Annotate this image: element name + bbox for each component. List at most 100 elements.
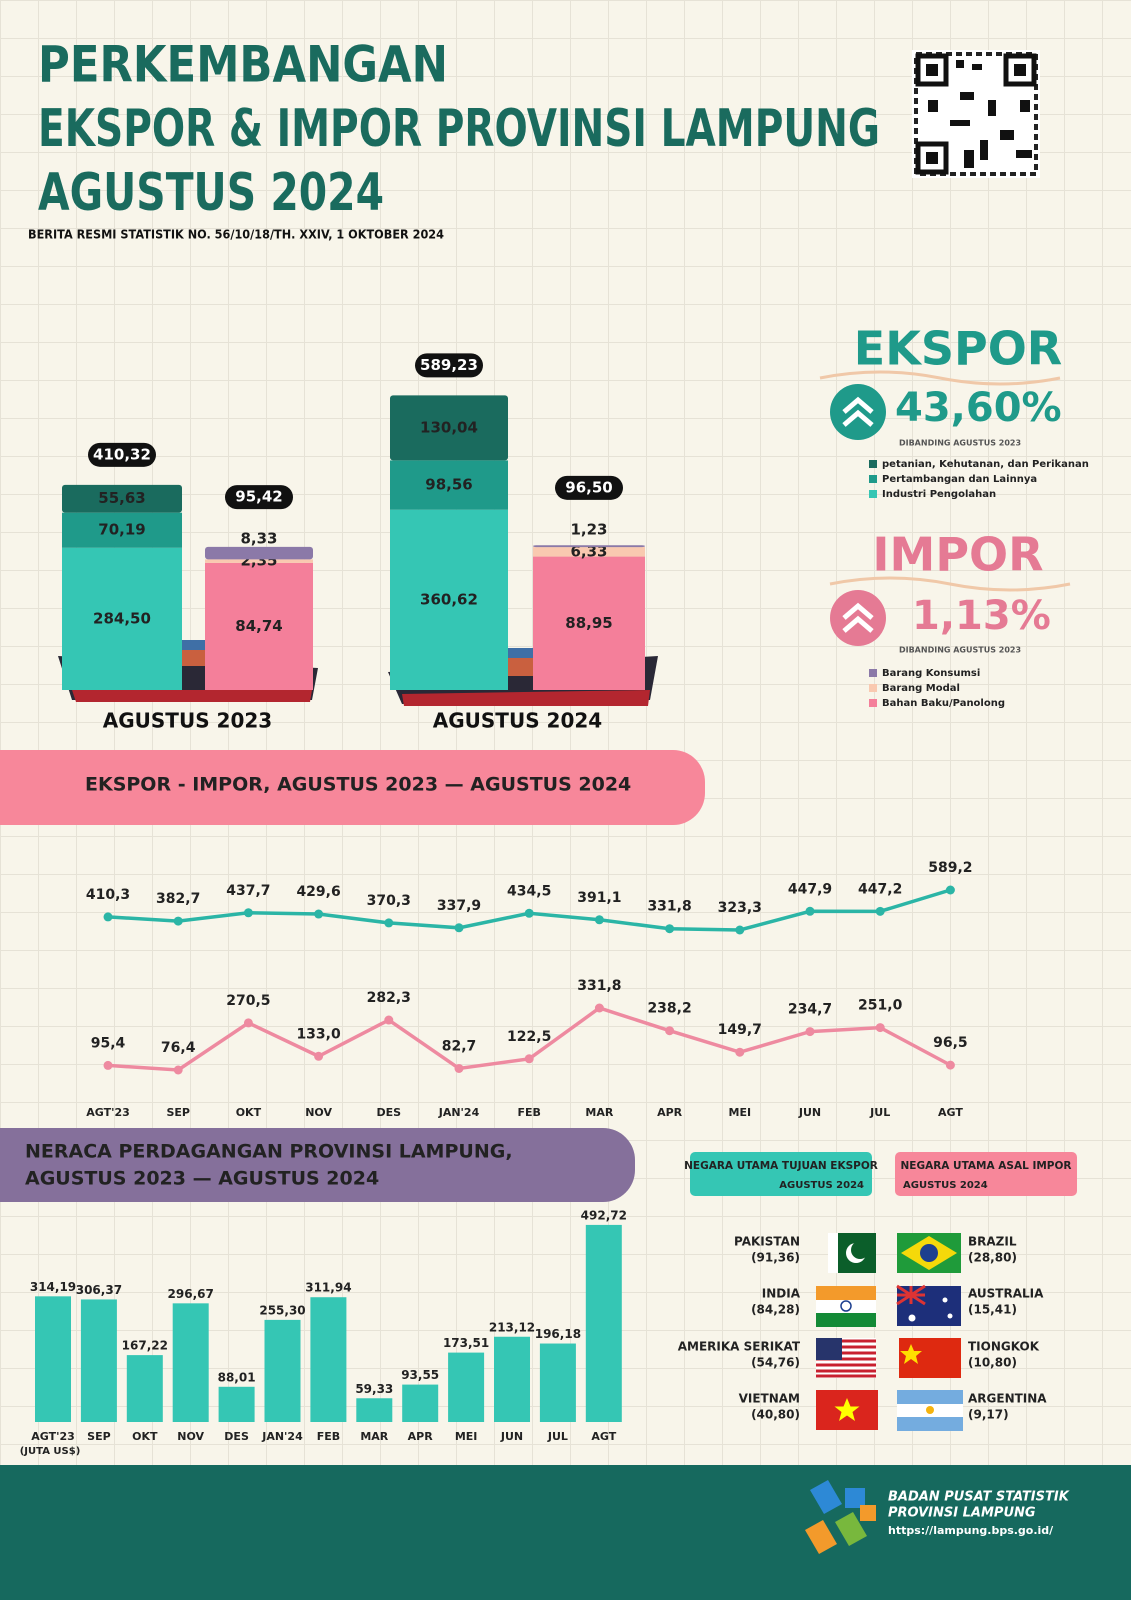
point: [594, 915, 604, 925]
point-label: 337,9: [437, 898, 481, 914]
point-label: 76,4: [161, 1040, 196, 1056]
segment-label: 88,95: [565, 614, 612, 632]
x-tick-label: JUL: [869, 1106, 890, 1119]
bar-segment: [390, 460, 508, 510]
point: [243, 908, 253, 918]
country-value: (84,28): [751, 1303, 800, 1317]
point-label: 95,4: [91, 1035, 126, 1051]
point: [454, 923, 464, 933]
x-tick-label: DES: [224, 1430, 249, 1443]
point-label: 251,0: [858, 998, 903, 1014]
segment-label: 1,23: [570, 520, 607, 538]
partner-header: [690, 1152, 872, 1196]
partner-period: AGUSTUS 2024: [903, 1180, 988, 1191]
bar-label: 314,19: [30, 1280, 76, 1294]
bar: [585, 1224, 622, 1422]
point-label: 270,5: [226, 993, 270, 1009]
country-name: PAKISTAN: [734, 1235, 800, 1249]
bar: [494, 1336, 530, 1422]
legend-label: Industri Pengolahan: [882, 489, 996, 500]
legend-swatch: [869, 475, 877, 483]
country-name: VIETNAM: [739, 1392, 800, 1406]
qr-code: [912, 50, 1040, 178]
point: [945, 885, 955, 895]
total-pill: [225, 485, 293, 510]
segment-label: 8,33: [240, 530, 277, 548]
x-tick-label: JUL: [547, 1430, 568, 1443]
x-tick-label: APR: [408, 1430, 434, 1443]
x-tick-label: OKT: [132, 1430, 158, 1443]
x-tick-label: JUN: [500, 1430, 523, 1443]
point: [384, 918, 394, 928]
partner-header: [895, 1152, 1077, 1196]
bar-label: 196,18: [535, 1327, 581, 1341]
bar-segment: [205, 559, 313, 563]
country-value: (15,41): [968, 1303, 1017, 1317]
point: [243, 1018, 253, 1028]
title-line: AGUSTUS 2024: [38, 163, 384, 223]
point: [173, 1065, 183, 1075]
subtitle: BERITA RESMI STATISTIK NO. 56/10/18/TH. …: [28, 228, 444, 242]
panel-change: 43,60%: [895, 385, 1062, 431]
legend-swatch: [869, 699, 877, 707]
x-tick-label: OKT: [236, 1106, 262, 1119]
panel-change: 1,13%: [912, 593, 1051, 639]
x-tick-label: MEI: [729, 1106, 752, 1119]
total-pill: [555, 475, 623, 500]
country-value: (91,36): [751, 1251, 800, 1265]
x-tick-label: NOV: [177, 1430, 204, 1443]
segment-label: 284,50: [93, 609, 151, 627]
partner-title: NEGARA UTAMA ASAL IMPOR: [900, 1160, 1071, 1172]
point-label: 370,3: [367, 893, 411, 909]
panel-note: DIBANDING AGUSTUS 2023: [899, 646, 1021, 655]
title-line: PERKEMBANGAN: [38, 36, 448, 94]
bar-label: 88,01: [218, 1370, 256, 1384]
bar-label: 311,94: [305, 1281, 351, 1295]
point: [384, 1015, 394, 1025]
country-name: INDIA: [762, 1287, 801, 1301]
bar-segment: [205, 562, 313, 690]
x-tick-label: AGT'23: [31, 1430, 75, 1443]
total-label: 95,42: [235, 488, 282, 506]
point: [875, 1023, 885, 1033]
legend-swatch: [869, 490, 877, 498]
x-tick-label: FEB: [317, 1430, 340, 1443]
bar: [356, 1398, 393, 1422]
flags: [816, 1233, 963, 1431]
bar-segment: [533, 556, 645, 690]
footer-url: https://lampung.bps.go.id/: [888, 1524, 1054, 1537]
x-tick-label: AGT: [591, 1430, 616, 1443]
x-tick-label: FEB: [517, 1106, 540, 1119]
point-label: 122,5: [507, 1029, 551, 1045]
header: PERKEMBANGAN EKSPOR & IMPOR PROVINSI LAM…: [38, 36, 880, 224]
country-value: (10,80): [968, 1356, 1017, 1370]
point: [875, 906, 885, 916]
panel-title: EKSPOR: [854, 322, 1062, 376]
total-pill: [88, 442, 156, 467]
bar-label: 492,72: [581, 1208, 627, 1222]
country-value: (54,76): [751, 1356, 800, 1370]
x-tick-label: JUN: [798, 1106, 821, 1119]
bar: [539, 1343, 576, 1422]
x-tick-label: JAN'24: [438, 1106, 480, 1119]
country-value: (28,80): [968, 1251, 1017, 1265]
x-tick-label: NOV: [305, 1106, 332, 1119]
bar-segment: [62, 484, 182, 513]
point-label: 82,7: [442, 1038, 477, 1054]
point-label: 429,6: [296, 884, 340, 900]
point-label: 447,9: [788, 881, 832, 897]
legend-swatch: [869, 684, 877, 692]
x-tick-label: MEI: [455, 1430, 478, 1443]
total-label: 96,50: [565, 478, 612, 496]
point-label: 589,2: [928, 860, 972, 876]
legend-label: Pertambangan dan Lainnya: [882, 474, 1037, 485]
x-tick-label: AGT'23: [86, 1106, 130, 1119]
bar-banner: [0, 1128, 635, 1202]
point: [735, 925, 745, 935]
bar-label: 93,55: [401, 1368, 439, 1382]
bps-logo: [805, 1480, 876, 1554]
x-tick-label: SEP: [166, 1106, 190, 1119]
category-label: AGUSTUS 2023: [103, 709, 272, 733]
line-title: EKSPOR - IMPOR, AGUSTUS 2023 — AGUSTUS 2…: [85, 774, 631, 796]
